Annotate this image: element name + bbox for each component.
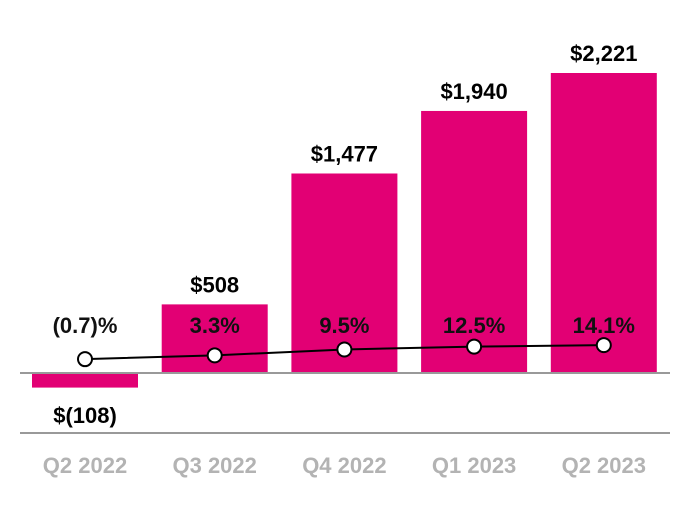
- bar: [291, 173, 398, 373]
- line-value-label: (0.7)%: [53, 313, 118, 338]
- line-marker: [206, 347, 223, 364]
- bar-value-label: $508: [190, 272, 239, 297]
- line-marker: [466, 338, 483, 355]
- category-label: Q3 2022: [172, 453, 256, 478]
- line-value-label: 12.5%: [443, 313, 505, 338]
- line-value-label: 9.5%: [319, 313, 369, 338]
- bar-value-label: $2,221: [570, 41, 637, 66]
- bar-value-label: $1,940: [440, 79, 507, 104]
- line-marker: [595, 337, 612, 354]
- bar: [421, 110, 528, 374]
- line-marker: [336, 341, 353, 358]
- category-label: Q4 2022: [302, 453, 386, 478]
- line-value-label: 14.1%: [573, 313, 635, 338]
- line-marker: [77, 351, 93, 368]
- category-label: Q2 2023: [562, 453, 646, 478]
- bar: [550, 73, 657, 373]
- bar-value-label: $1,477: [311, 141, 378, 166]
- line-value-label: 3.3%: [190, 313, 240, 338]
- bar-value-label: $(108): [53, 403, 117, 428]
- category-label: Q1 2023: [432, 453, 516, 478]
- category-label: Q2 2022: [43, 453, 127, 478]
- bar: [32, 373, 138, 388]
